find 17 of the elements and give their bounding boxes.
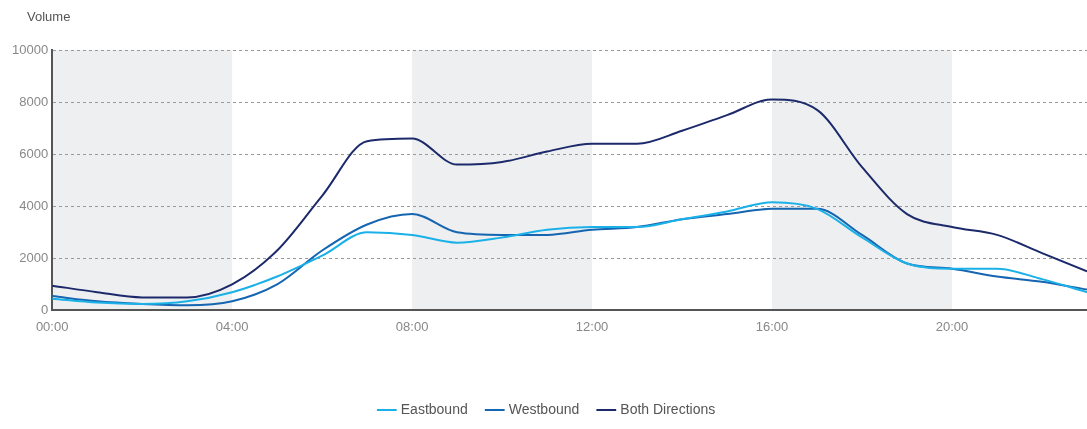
y-tick-label: 4000 bbox=[19, 197, 49, 213]
legend-label: Both Directions bbox=[620, 400, 716, 417]
y-tick-label: 10000 bbox=[11, 41, 49, 57]
y-tick-label: 6000 bbox=[19, 145, 49, 161]
legend-label: Westbound bbox=[508, 400, 580, 417]
x-tick-label: 16:00 bbox=[755, 318, 789, 334]
x-tick-label: 12:00 bbox=[575, 318, 609, 334]
y-tick-label: 0 bbox=[40, 301, 49, 317]
x-tick-label: 04:00 bbox=[215, 318, 249, 334]
y-tick-label: 8000 bbox=[19, 93, 49, 109]
x-tick-label: 20:00 bbox=[935, 318, 969, 334]
x-tick-label: 00:00 bbox=[35, 318, 69, 334]
y-tick-label: 2000 bbox=[19, 249, 49, 265]
y-axis-title: Volume bbox=[27, 8, 71, 24]
x-tick-label: 08:00 bbox=[395, 318, 429, 334]
line-series bbox=[52, 98, 1087, 299]
legend-label: Eastbound bbox=[400, 400, 468, 417]
